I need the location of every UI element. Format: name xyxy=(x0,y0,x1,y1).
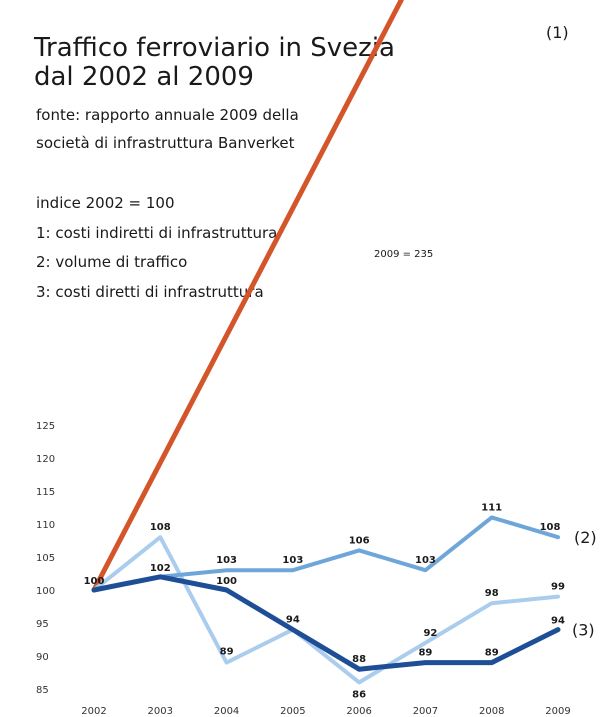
x-tick-label: 2004 xyxy=(214,706,239,717)
data-label: 94 xyxy=(286,615,300,626)
series-3-tag: (3) xyxy=(572,621,595,640)
data-label: 98 xyxy=(485,588,499,599)
data-label: 103 xyxy=(415,555,436,566)
data-label: 92 xyxy=(423,628,437,639)
data-label: 86 xyxy=(352,689,366,700)
y-tick-label: 125 xyxy=(36,421,55,432)
x-axis: 2002 2003 2004 2005 2006 2007 2008 2009 xyxy=(81,706,570,717)
legend-entry-1: 1: costi indiretti di infrastruttura xyxy=(36,224,277,242)
data-label: 106 xyxy=(349,535,370,546)
data-label: 103 xyxy=(216,555,237,566)
y-tick-label: 100 xyxy=(36,586,55,597)
chart-title: Traffico ferroviario in Svezia xyxy=(33,33,395,63)
y-tick-label: 105 xyxy=(36,553,55,564)
x-tick-label: 2007 xyxy=(413,706,438,717)
chart-subtitle-line2: società di infrastruttura Banverket xyxy=(36,134,295,152)
y-axis: 85 90 95 100 105 110 115 120 125 xyxy=(36,421,55,696)
data-label: 94 xyxy=(551,616,565,627)
series-1-line xyxy=(91,0,404,593)
chart-subtitle: fonte: rapporto annuale 2009 della xyxy=(36,106,299,124)
data-label: 89 xyxy=(220,647,234,658)
chart-title-line2: dal 2002 al 2009 xyxy=(34,62,254,92)
data-label: 89 xyxy=(485,648,499,659)
data-label: 111 xyxy=(481,502,502,513)
index-note: indice 2002 = 100 xyxy=(36,194,175,212)
legend-entry-2: 2: volume di traffico xyxy=(36,253,187,271)
x-tick-label: 2008 xyxy=(479,706,504,717)
annotation-2009-value: 2009 = 235 xyxy=(374,249,433,260)
data-label: 103 xyxy=(282,555,303,566)
series-tags: (1) (2) (3) xyxy=(546,23,597,640)
data-label: 99 xyxy=(551,582,565,593)
data-label: 108 xyxy=(540,522,561,533)
data-label: 100 xyxy=(84,576,105,587)
x-tick-label: 2006 xyxy=(346,706,371,717)
series-1-tag: (1) xyxy=(546,23,569,42)
data-label: 89 xyxy=(418,648,432,659)
legend-entry-3: 3: costi diretti di infrastruttura xyxy=(36,283,264,301)
x-tick-label: 2009 xyxy=(545,706,570,717)
x-tick-label: 2005 xyxy=(280,706,305,717)
series-lines xyxy=(91,0,561,685)
y-tick-label: 110 xyxy=(36,520,55,531)
data-label: 88 xyxy=(352,654,366,665)
data-label: 108 xyxy=(150,522,171,533)
y-tick-label: 115 xyxy=(36,487,55,498)
y-tick-label: 95 xyxy=(36,619,49,630)
x-tick-label: 2002 xyxy=(81,706,106,717)
data-labels: 100 102 103 103 106 103 111 108 108 89 86 92 98 99 100… xyxy=(84,502,565,700)
y-tick-label: 120 xyxy=(36,454,55,465)
series-3-line xyxy=(92,535,560,685)
data-label: 100 xyxy=(216,576,237,587)
series-2-tag: (2) xyxy=(574,528,597,547)
y-tick-label: 90 xyxy=(36,652,49,663)
x-tick-label: 2003 xyxy=(148,706,173,717)
data-label: 102 xyxy=(150,563,171,574)
y-tick-label: 85 xyxy=(36,685,49,696)
series-4-line xyxy=(91,574,561,672)
series-2-line xyxy=(92,515,560,592)
